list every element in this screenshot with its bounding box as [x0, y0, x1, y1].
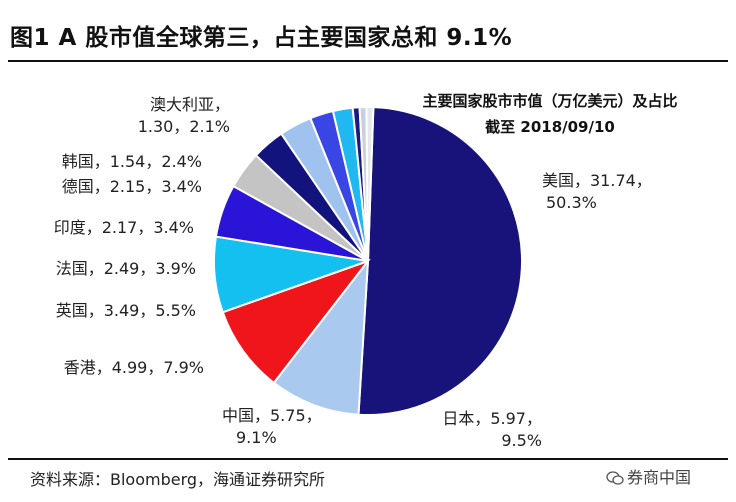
label-us-line1: 美国，31.74，: [542, 171, 652, 190]
pie-slice-0: [357, 106, 523, 416]
label-france: 法国，2.49，3.9%: [30, 258, 196, 280]
label-japan-line2: 9.5%: [501, 431, 542, 450]
label-korea-line1: 韩国，1.54，2.4%: [61, 152, 202, 171]
label-china-line2: 9.1%: [236, 428, 277, 447]
chart-subtitle-line2: 截至 2018/09/10: [485, 118, 615, 136]
pie-slice-2: [221, 258, 371, 385]
wechat-icon: [606, 471, 624, 485]
label-australia: 澳大利亚， 1.30，2.1%: [60, 94, 230, 138]
pie-slice-1: [272, 257, 370, 416]
label-india-line1: 印度，2.17，3.4%: [53, 218, 194, 237]
label-us-line2: 50.3%: [546, 193, 597, 212]
chart-subtitle: 主要国家股市市值（万亿美元）及占比 截至 2018/09/10: [380, 88, 720, 140]
label-japan: 日本，5.97， 9.5%: [420, 408, 542, 452]
watermark: 券商中国: [606, 464, 691, 488]
label-australia-line1: 澳大利亚，: [149, 95, 230, 114]
title-rule: [8, 60, 728, 62]
label-france-line1: 法国，2.49，3.9%: [55, 259, 196, 278]
label-germany-line1: 德国，2.15，3.4%: [61, 177, 202, 196]
label-japan-line1: 日本，5.97，: [442, 409, 542, 428]
figure-title: 图1 A 股市值全球第三，占主要国家总和 9.1%: [10, 25, 513, 51]
label-china-line1: 中国，5.75，: [222, 406, 322, 425]
source-rule: [8, 458, 728, 460]
label-germany: 德国，2.15，3.4%: [30, 176, 202, 198]
pie-slice-12: [365, 106, 375, 262]
label-australia-line2: 1.30，2.1%: [137, 117, 230, 136]
label-hongkong: 香港，4.99，7.9%: [30, 357, 204, 379]
chart-subtitle-line1: 主要国家股市市值（万亿美元）及占比: [422, 92, 678, 110]
watermark-text: 券商中国: [627, 468, 692, 487]
source-note: 资料来源：Bloomberg，海通证券研究所: [30, 470, 326, 489]
label-china: 中国，5.75， 9.1%: [222, 405, 322, 449]
label-korea: 韩国，1.54，2.4%: [30, 151, 202, 173]
label-us: 美国，31.74， 50.3%: [542, 170, 652, 214]
label-uk: 英国，3.49，5.5%: [30, 300, 196, 322]
label-hongkong-line1: 香港，4.99，7.9%: [63, 358, 204, 377]
label-india: 印度，2.17，3.4%: [30, 217, 194, 239]
label-uk-line1: 英国，3.49，5.5%: [55, 301, 196, 320]
